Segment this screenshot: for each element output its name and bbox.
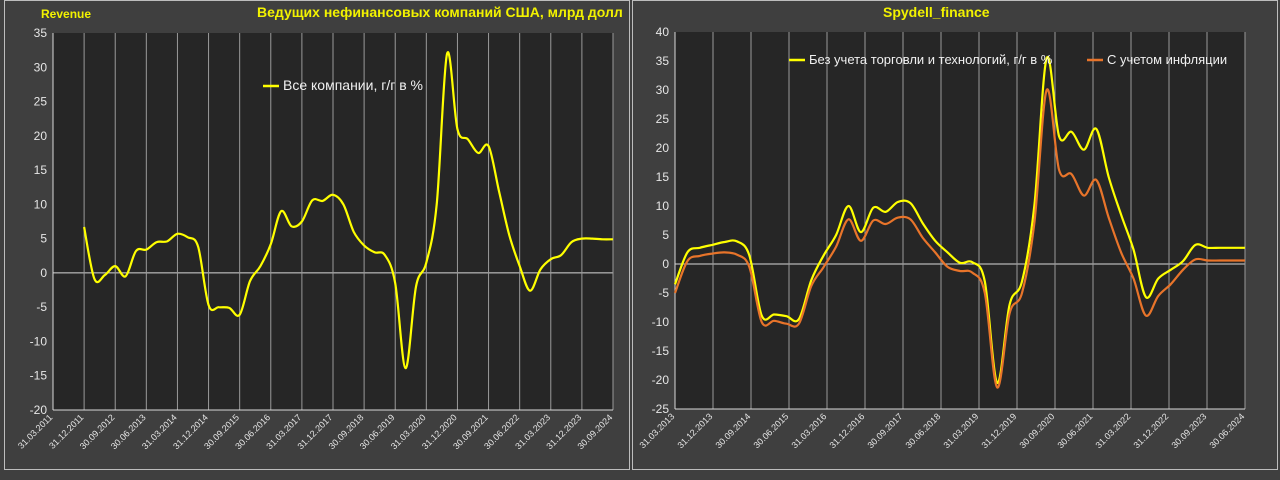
y-tick-label: 30 xyxy=(656,83,670,97)
x-tick-label: 31.12.2022 xyxy=(1131,411,1170,450)
x-tick-label: 30.09.2014 xyxy=(713,411,752,450)
x-tick-label: 30.06.2018 xyxy=(903,411,942,450)
left-chart-title: Ведущих нефинансовых компаний США, млрд … xyxy=(257,4,623,20)
x-tick-label: 30.09.2020 xyxy=(1017,411,1056,450)
y-tick-label: -5 xyxy=(658,286,669,300)
y-tick-label: 40 xyxy=(656,25,670,39)
legend-label-1: Все компании, г/г в % xyxy=(283,77,423,93)
y-tick-label: 35 xyxy=(656,54,670,68)
x-tick-label: 31.03.2022 xyxy=(1093,411,1132,450)
y-tick-label: -20 xyxy=(30,403,48,417)
y-tick-label: 10 xyxy=(34,197,48,211)
left-chart-svg: 35302520151050-5-10-15-2031.03.201131.12… xyxy=(16,26,614,451)
legend-label-1: Без учета торговли и технологий, г/г в % xyxy=(809,52,1053,67)
x-tick-label: 30.09.2023 xyxy=(1169,411,1208,450)
x-tick-label: 30.09.2017 xyxy=(865,411,904,450)
y-tick-label: 25 xyxy=(34,95,48,109)
revenue-tag: Revenue xyxy=(41,7,92,21)
x-tick-label: 31.12.2019 xyxy=(979,411,1018,450)
x-tick-label: 31.03.2019 xyxy=(941,411,980,450)
series-line-1 xyxy=(83,51,614,370)
series-line-2 xyxy=(673,88,1245,389)
y-tick-label: 5 xyxy=(662,228,669,242)
y-tick-label: -15 xyxy=(30,369,48,383)
right-chart-panel: Spydell_finance 40 35 30 25 20 15 10 5 0 -5 -10 -15… xyxy=(632,0,1278,470)
y-tick-label: 0 xyxy=(662,257,669,271)
x-tick-label: 30.06.2021 xyxy=(1055,411,1094,450)
x-tick-label: 30.06.2015 xyxy=(751,411,790,450)
y-tick-label: 20 xyxy=(656,141,670,155)
x-tick-label: 31.03.2016 xyxy=(789,411,828,450)
legend-label-2: С учетом инфляции xyxy=(1107,52,1227,67)
y-tick-label: -15 xyxy=(652,344,670,358)
x-tick-label: 31.12.2016 xyxy=(827,411,866,450)
y-tick-label: 0 xyxy=(40,266,47,280)
series-line-1 xyxy=(673,55,1245,385)
left-chart-panel: Revenue Ведущих нефинансовых компаний СШ… xyxy=(4,0,630,470)
x-tick-label: 31.03.2013 xyxy=(637,411,676,450)
right-chart-svg: 40 35 30 25 20 15 10 5 0 -5 -10 -15 -20 -2531.03.2013… xyxy=(637,25,1246,450)
y-tick-label: 10 xyxy=(656,199,670,213)
y-tick-label: -5 xyxy=(36,300,47,314)
x-tick-label: 30.06.2024 xyxy=(1207,411,1246,450)
y-tick-label: 25 xyxy=(656,112,670,126)
y-tick-label: 20 xyxy=(34,129,48,143)
y-tick-label: 5 xyxy=(40,232,47,246)
x-tick-label: 31.12.2013 xyxy=(675,411,714,450)
y-tick-label: -25 xyxy=(652,402,670,416)
y-tick-label: -20 xyxy=(652,373,670,387)
y-tick-label: 30 xyxy=(34,60,48,74)
y-tick-label: -10 xyxy=(652,315,670,329)
y-tick-label: -10 xyxy=(30,334,48,348)
y-tick-label: 15 xyxy=(34,163,48,177)
y-tick-label: 15 xyxy=(656,170,670,184)
plot-area xyxy=(675,32,1245,409)
y-tick-label: 35 xyxy=(34,26,48,40)
right-chart-title: Spydell_finance xyxy=(883,4,990,20)
